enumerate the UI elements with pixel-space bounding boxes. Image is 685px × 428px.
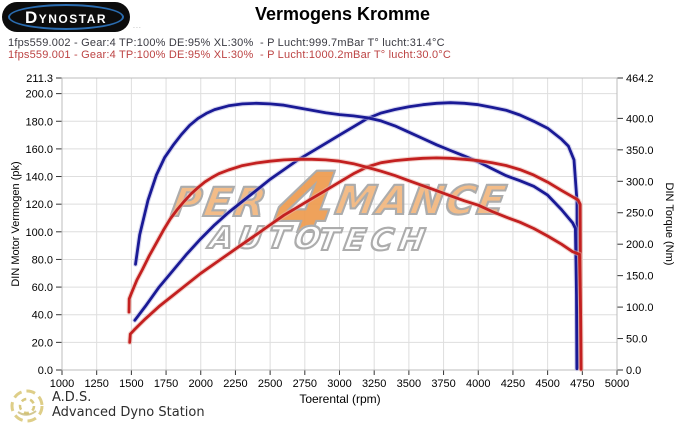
right-axis-title: DIN Torque (Nm) bbox=[663, 182, 675, 266]
page-title: Vermogens Kromme bbox=[254, 4, 431, 24]
legend-run-001: 1fps559.001 - Gear:4 TP:100% DE:95% XL:3… bbox=[8, 49, 452, 61]
left-axis-title: DIN Motor Vermogen (pk) bbox=[10, 161, 22, 287]
watermark-text-auto: AUTO bbox=[206, 220, 330, 257]
watermark-text-tech: TECH bbox=[314, 222, 434, 259]
x-axis-title: Toerental (rpm) bbox=[299, 392, 381, 406]
dynostar-logo: DYNOSTAR bbox=[2, 2, 130, 32]
footer-station-name: Advanced Dyno Station bbox=[52, 405, 205, 420]
legend: 1fps559.002 - Gear:4 TP:100% DE:95% XL:3… bbox=[8, 37, 451, 61]
legend-run-002: 1fps559.002 - Gear:4 TP:100% DE:95% XL:3… bbox=[8, 37, 445, 49]
footer-abbreviation: A.D.S. bbox=[52, 390, 92, 405]
logo-fine-print: ... bbox=[133, 23, 142, 30]
ads-emblem-icon bbox=[10, 389, 44, 423]
watermark-text-per: PER bbox=[167, 179, 274, 227]
watermark-text-mance: MANCE bbox=[331, 177, 512, 225]
logo-ellipse-ring: DYNOSTAR bbox=[8, 4, 124, 30]
logo-text: DYNOSTAR bbox=[24, 8, 108, 27]
